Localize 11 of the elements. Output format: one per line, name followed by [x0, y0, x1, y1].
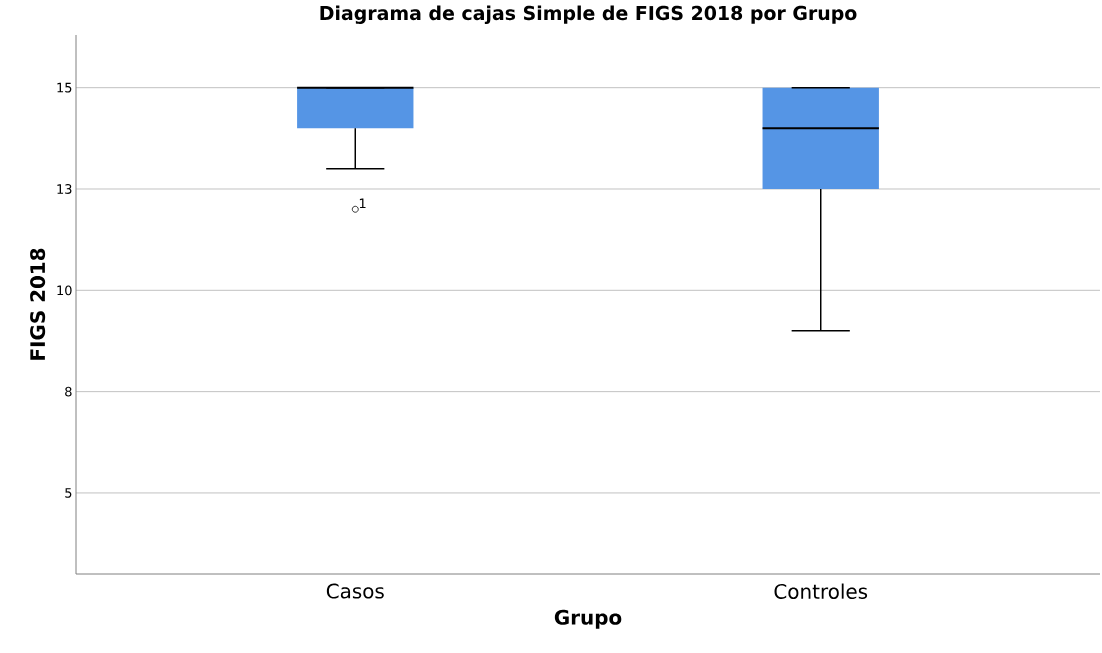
y-tick-label: 15 — [57, 82, 72, 93]
x-axis-title: Grupo — [554, 609, 622, 629]
y-axis-title: FIGS 2018 — [30, 248, 46, 360]
y-tick-label: 13 — [57, 184, 72, 194]
x-tick-label: Casos — [326, 583, 384, 599]
y-tick-label: 8 — [65, 386, 72, 397]
y-tick-label: 10 — [57, 285, 72, 296]
chart-title: Diagrama de cajas Simple de FIGS 2018 por Grupo — [320, 5, 857, 24]
x-tick-label: Controles — [774, 583, 868, 599]
annotation: 1 — [359, 198, 366, 209]
y-tick-label: 5 — [65, 488, 72, 498]
